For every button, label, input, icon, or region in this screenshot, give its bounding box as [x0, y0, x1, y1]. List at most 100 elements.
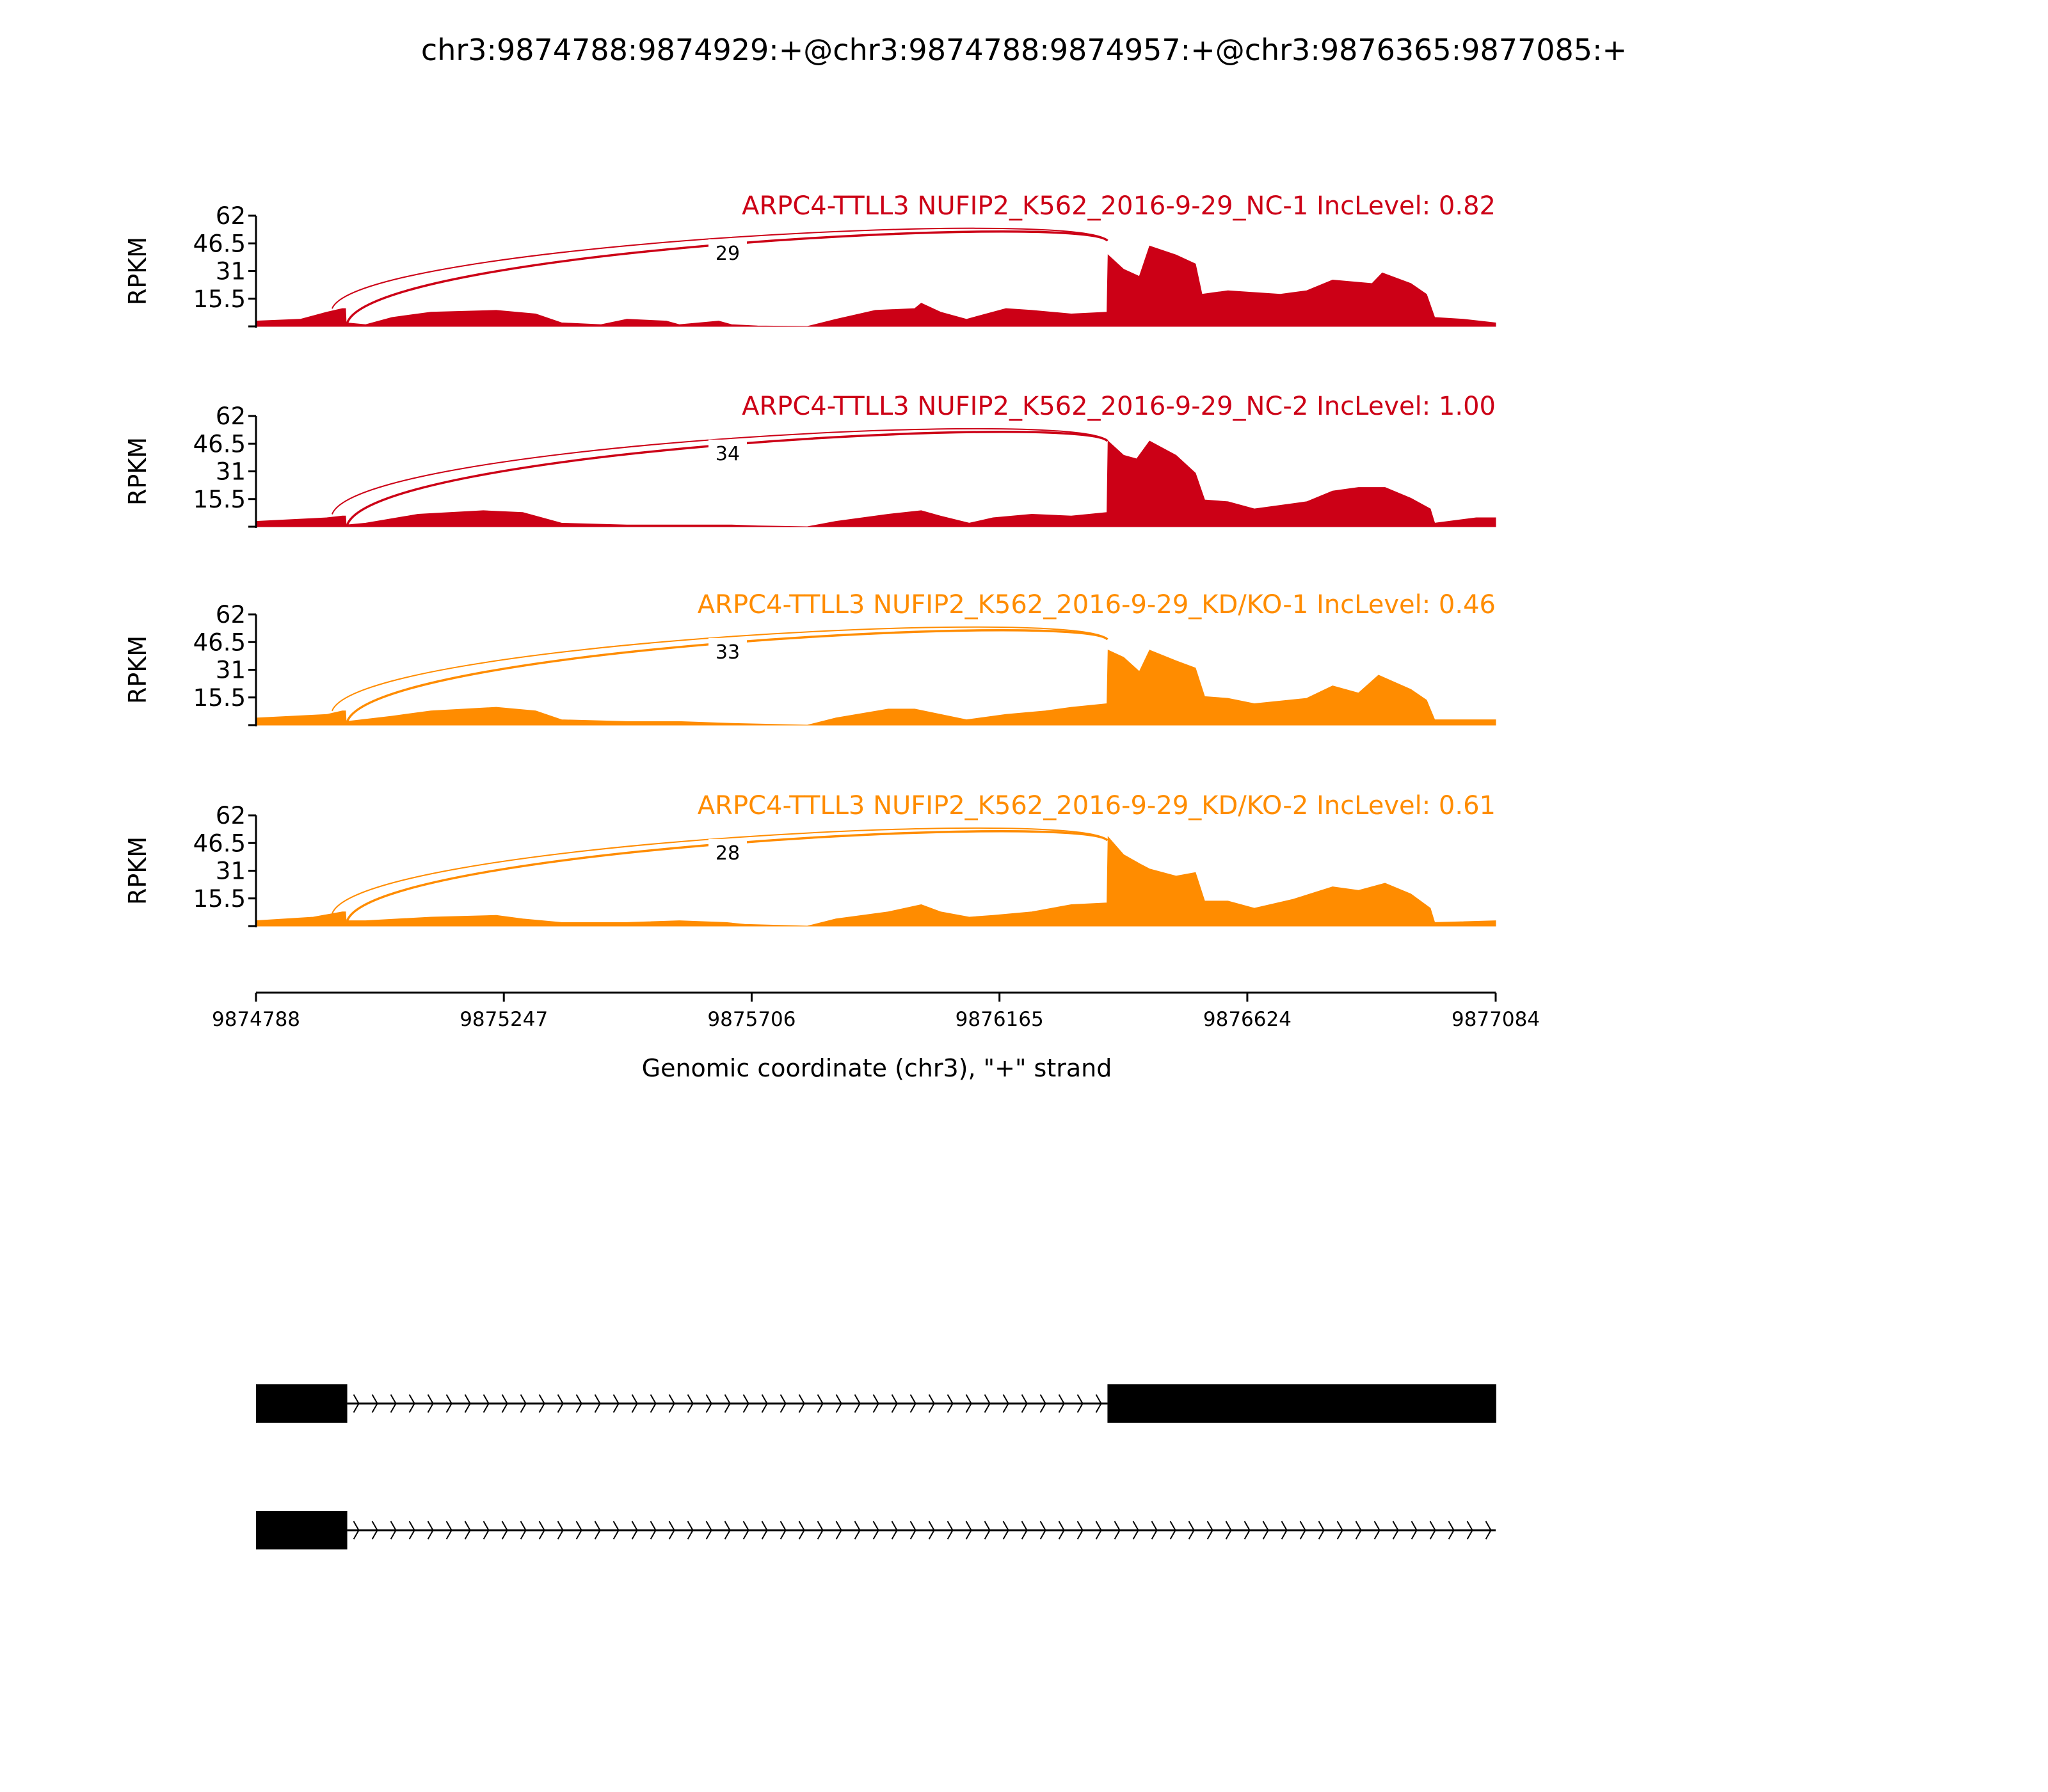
strand-chevron-icon [612, 1521, 620, 1540]
coverage-area [255, 650, 1496, 726]
strand-chevron-icon [501, 1521, 508, 1540]
junction-label-background [708, 637, 747, 664]
junction-count-label: 28 [716, 842, 740, 865]
strand-chevron-icon [1039, 1394, 1046, 1413]
y-tick-label: 46.5 [193, 628, 246, 656]
sample-title: ARPC4-TTLL3 NUFIP2_K562_2016-9-29_NC-1 I… [742, 191, 1496, 221]
strand-chevron-icon [575, 1394, 582, 1413]
strand-chevron-icon [1373, 1521, 1380, 1540]
strand-chevron-icon [1132, 1521, 1139, 1540]
y-tick-label: 62 [216, 802, 246, 829]
coverage-panel: 28 ARPC4-TTLL3 NUFIP2_K562_2016-9-29_KD/K… [124, 791, 1496, 927]
junction-arc [332, 428, 1108, 515]
strand-chevron-icon [687, 1521, 694, 1540]
strand-chevron-icon [353, 1521, 360, 1540]
strand-chevron-icon [390, 1521, 397, 1540]
strand-chevron-icon [557, 1394, 564, 1413]
strand-chevron-icon [1169, 1521, 1176, 1540]
strand-chevron-icon [724, 1521, 731, 1540]
junction-arc [332, 827, 1108, 914]
y-tick-label: 15.5 [193, 285, 246, 313]
y-tick-label: 46.5 [193, 430, 246, 458]
x-axis-label: Genomic coordinate (chr3), "+" strand [642, 1054, 1112, 1082]
junction-label-background [708, 439, 747, 465]
strand-chevron-icon [408, 1394, 415, 1413]
x-tick-label: 9876624 [1203, 1008, 1292, 1031]
strand-chevron-icon [1021, 1521, 1028, 1540]
coverage-area [255, 440, 1496, 527]
y-axis-label: RPKM [124, 237, 152, 305]
strand-chevron-icon [705, 1394, 712, 1413]
strand-chevron-icon [1355, 1521, 1362, 1540]
y-axis-label: RPKM [124, 836, 152, 905]
strand-chevron-icon [594, 1394, 601, 1413]
junction-label-background [708, 838, 747, 865]
strand-chevron-icon [371, 1394, 378, 1413]
y-tick-label: 31 [216, 858, 246, 885]
strand-chevron-icon [408, 1521, 415, 1540]
strand-chevron-icon [984, 1394, 991, 1413]
strand-chevron-icon [1021, 1394, 1028, 1413]
y-tick-label: 62 [216, 403, 246, 430]
strand-chevron-icon [1429, 1521, 1436, 1540]
strand-chevron-icon [1299, 1521, 1306, 1540]
strand-chevron-icon [984, 1521, 991, 1540]
strand-chevron-icon [1002, 1394, 1009, 1413]
strand-chevron-icon [1336, 1521, 1343, 1540]
y-tick-label: 15.5 [193, 684, 246, 712]
strand-chevron-icon [520, 1521, 527, 1540]
strand-chevron-icon [1244, 1521, 1251, 1540]
strand-chevron-icon [742, 1521, 749, 1540]
strand-chevron-icon [575, 1521, 582, 1540]
strand-chevron-icon [445, 1394, 452, 1413]
coverage-area [255, 836, 1496, 927]
strand-chevron-icon [1151, 1521, 1158, 1540]
y-tick-label: 31 [216, 657, 246, 684]
y-tick-label: 31 [216, 258, 246, 285]
sample-title: ARPC4-TTLL3 NUFIP2_K562_2016-9-29_NC-2 I… [742, 392, 1496, 421]
strand-chevron-icon [1281, 1521, 1288, 1540]
gene-model-track [256, 1384, 1496, 1549]
x-tick-label: 9875706 [707, 1008, 796, 1031]
strand-chevron-icon [464, 1394, 471, 1413]
junction-count-label: 34 [716, 443, 740, 465]
strand-chevron-icon [780, 1521, 787, 1540]
strand-chevron-icon [390, 1394, 397, 1413]
strand-chevron-icon [742, 1394, 749, 1413]
strand-chevron-icon [872, 1394, 879, 1413]
strand-chevron-icon [445, 1521, 452, 1540]
strand-chevron-icon [1188, 1521, 1195, 1540]
strand-chevron-icon [650, 1394, 657, 1413]
strand-chevron-icon [761, 1521, 768, 1540]
strand-chevron-icon [891, 1521, 898, 1540]
strand-chevron-icon [1206, 1521, 1213, 1540]
strand-chevron-icon [1466, 1521, 1473, 1540]
strand-chevron-icon [1095, 1521, 1102, 1540]
junction-count-label: 29 [716, 243, 740, 265]
strand-chevron-icon [557, 1521, 564, 1540]
strand-chevron-icon [1076, 1521, 1084, 1540]
strand-chevron-icon [1225, 1521, 1232, 1540]
exon-block [1107, 1384, 1496, 1423]
strand-chevron-icon [761, 1394, 768, 1413]
strand-chevron-icon [817, 1521, 824, 1540]
strand-chevron-icon [1485, 1521, 1492, 1540]
strand-chevron-icon [1392, 1521, 1399, 1540]
exon-block [256, 1511, 348, 1549]
junction-arc [332, 626, 1108, 712]
strand-chevron-icon [965, 1394, 972, 1413]
strand-chevron-icon [501, 1394, 508, 1413]
sample-title: ARPC4-TTLL3 NUFIP2_K562_2016-9-29_KD/KO-… [698, 791, 1496, 820]
strand-chevron-icon [909, 1394, 916, 1413]
strand-chevron-icon [1318, 1521, 1325, 1540]
strand-chevron-icon [947, 1394, 954, 1413]
strand-chevron-icon [631, 1521, 638, 1540]
x-tick-label: 9877084 [1452, 1008, 1540, 1031]
strand-chevron-icon [798, 1394, 805, 1413]
x-tick-label: 9875247 [460, 1008, 548, 1031]
strand-chevron-icon [353, 1394, 360, 1413]
strand-chevron-icon [798, 1521, 805, 1540]
y-tick-label: 15.5 [193, 486, 246, 513]
